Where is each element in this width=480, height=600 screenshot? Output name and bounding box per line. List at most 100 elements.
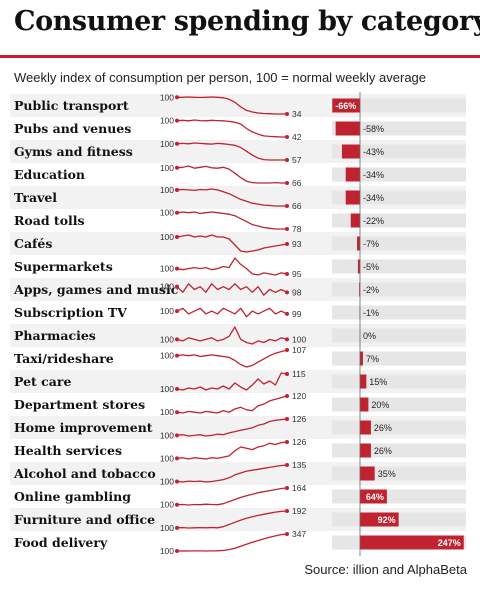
change-bar <box>360 420 371 435</box>
change-bar <box>360 466 375 481</box>
category-row: Pet care 100 115 15% <box>10 369 466 394</box>
sparkline-end-label: 57 <box>292 155 302 165</box>
sparkline <box>176 257 288 276</box>
sparkline-end-label: 126 <box>292 437 306 447</box>
change-label: -66% <box>335 101 356 111</box>
sparkline <box>176 395 288 414</box>
change-bar <box>360 489 387 504</box>
category-row: Alcohol and tobacco 100 135 35% <box>10 460 466 487</box>
sparkline-end-dot <box>285 271 289 276</box>
category-label: Pharmacies <box>14 328 96 343</box>
bar-track <box>332 144 466 159</box>
sparkline-start-label: 100 <box>160 306 174 316</box>
sparkline <box>176 487 288 506</box>
sparkline-end-label: 98 <box>292 287 302 297</box>
sparkline-start-label: 100 <box>160 523 174 533</box>
change-label: 20% <box>371 400 389 410</box>
category-row: Health services 100 126 26% <box>14 437 466 463</box>
sparkline-end-label: 99 <box>292 309 302 319</box>
sparkline-end-label: 66 <box>292 178 302 188</box>
category-label: Furniture and office <box>14 512 155 527</box>
sparkline-start-label: 100 <box>160 208 174 218</box>
category-label: Cafés <box>14 236 52 251</box>
change-label: 64% <box>366 492 384 502</box>
sparkline-end-dot <box>285 372 289 376</box>
sparkline-end-dot <box>285 227 289 231</box>
sparkline <box>176 372 288 391</box>
sparkline-start-label: 100 <box>160 500 174 510</box>
sparkline-start-label: 100 <box>160 92 174 102</box>
category-row: Gyms and fitness 100 57 -43% <box>10 139 466 165</box>
sparkline-end-dot <box>285 158 289 162</box>
sparkline-start-dot <box>175 353 179 358</box>
sparkline-end-label: 78 <box>292 224 302 234</box>
sparkline-end-dot <box>285 290 289 295</box>
category-label: Education <box>14 167 85 182</box>
sparkline-start-label: 100 <box>160 384 174 394</box>
sparkline-start-dot <box>175 387 179 391</box>
sparkline-end-label: 107 <box>292 345 306 355</box>
category-label: Public transport <box>14 98 129 113</box>
bar-track <box>332 420 466 435</box>
change-bar <box>360 397 369 412</box>
category-label: Apps, games and music <box>13 282 179 297</box>
change-label: -5% <box>363 262 379 272</box>
change-label: -34% <box>363 193 384 203</box>
change-label: -7% <box>363 239 379 249</box>
sparkline-end-dot <box>285 394 289 398</box>
sparkline-start-label: 100 <box>160 334 174 344</box>
category-row: Furniture and office 100 192 92% <box>10 506 466 533</box>
change-bar <box>360 512 399 527</box>
change-label: 0% <box>363 331 376 341</box>
sparkline-end-label: 93 <box>292 239 302 249</box>
change-label: -22% <box>363 216 384 226</box>
sparkline-start-label: 100 <box>160 163 174 173</box>
sparkline-end-dot <box>285 337 289 342</box>
sparkline-start-label: 100 <box>160 282 174 292</box>
sparkline-start-label: 100 <box>160 430 174 440</box>
sparkline <box>176 188 287 207</box>
sparkline-end-dot <box>285 135 289 139</box>
bar-track <box>332 236 466 251</box>
sparkline-start-dot <box>175 118 179 123</box>
sparkline <box>176 441 288 460</box>
category-label: Health services <box>14 443 122 458</box>
bar-track <box>332 98 466 113</box>
sparkline-end-dot <box>285 311 289 316</box>
sparkline-start-label: 100 <box>160 351 174 361</box>
title-rule <box>0 55 480 58</box>
category-row: Taxi/rideshare 100 107 7% <box>14 345 466 368</box>
category-label: Travel <box>14 190 57 205</box>
change-bar <box>335 121 360 136</box>
sparkline <box>176 119 287 138</box>
change-label: -2% <box>363 285 379 295</box>
bar-track <box>332 512 466 527</box>
category-row: Pubs and venues 100 42 -58% <box>14 116 466 142</box>
sparkline-end-label: 42 <box>292 132 302 142</box>
sparkline-end-dot <box>285 509 289 513</box>
bar-track <box>332 397 466 412</box>
sparkline-end-label: 135 <box>292 460 306 470</box>
sparkline <box>176 349 288 368</box>
chart-subtitle: Weekly index of consumption per person, … <box>14 70 427 85</box>
change-bar <box>341 144 360 159</box>
sparkline-end-dot <box>285 204 289 208</box>
bar-track <box>332 121 466 136</box>
category-label: Home improvement <box>14 420 153 435</box>
sparkline-start-dot <box>175 479 179 484</box>
change-bar <box>332 98 360 113</box>
category-label: Supermarkets <box>14 259 113 274</box>
category-row: Road tolls 100 78 -22% <box>14 208 466 234</box>
change-label: 15% <box>369 377 387 387</box>
change-bar <box>350 213 360 228</box>
category-row: Pharmacies 100 100 0% <box>10 324 466 347</box>
sparkline-start-dot <box>175 165 179 170</box>
sparkline-start-dot <box>175 210 179 215</box>
source-note: Source: illion and AlphaBeta <box>304 562 467 577</box>
change-label: 35% <box>378 469 396 479</box>
sparkline-start-dot <box>175 337 179 342</box>
sparkline-start-dot <box>175 456 179 461</box>
sparkline-end-dot <box>285 181 289 185</box>
